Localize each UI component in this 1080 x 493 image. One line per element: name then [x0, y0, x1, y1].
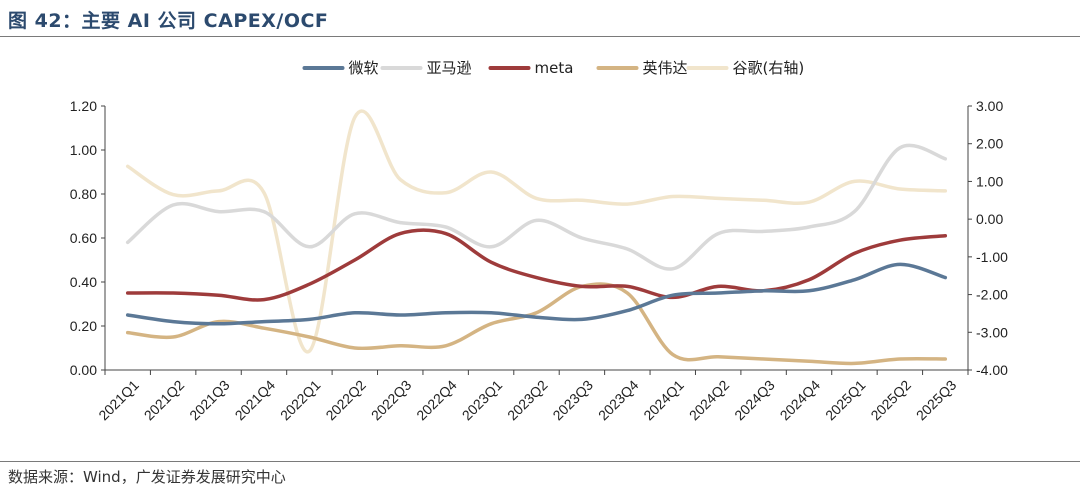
- y-right-tick-label: 2.00: [976, 136, 1003, 152]
- x-tick-label: 2023Q1: [459, 377, 506, 424]
- x-tick-label: 2021Q1: [95, 377, 142, 424]
- x-tick-label: 2024Q2: [686, 377, 733, 424]
- top-divider: [0, 36, 1080, 37]
- legend-label: 微软: [349, 59, 379, 77]
- y-right-tick-label: -2.00: [976, 287, 1008, 303]
- series-line-4: [125, 109, 948, 354]
- series-line-3: [125, 282, 948, 366]
- line-chart: 微软 亚马逊 meta 英伟达 谷歌(右轴) 0.00 0.20 0.40 0.60 0.80 1…: [70, 59, 1008, 424]
- legend-label: 谷歌(右轴): [733, 59, 805, 77]
- x-tick-label: 2022Q4: [413, 377, 460, 424]
- x-tick-label: 2025Q2: [867, 377, 914, 424]
- y-left-tick-label: 0.60: [70, 230, 97, 246]
- series-line-1: [125, 143, 948, 271]
- y-right-tick-label: 1.00: [976, 173, 1003, 189]
- x-tick-label: 2023Q3: [549, 377, 596, 424]
- x-tick-label: 2022Q1: [277, 377, 324, 424]
- y-right-tick-label: -1.00: [976, 249, 1008, 265]
- y-right-tick-label: 0.00: [976, 211, 1003, 227]
- legend: 微软 亚马逊 meta 英伟达 谷歌(右轴): [302, 59, 805, 77]
- y-left-tick-label: 0.80: [70, 186, 97, 202]
- y-right-tick-label: -3.00: [976, 324, 1008, 340]
- y-left-tick-label: 1.00: [70, 142, 97, 158]
- y-left-tick-label: 0.00: [70, 362, 97, 378]
- y-left-tick-label: 0.40: [70, 274, 97, 290]
- x-tick-label: 2024Q1: [640, 377, 687, 424]
- x-tick-label: 2025Q1: [822, 377, 869, 424]
- legend-label: 亚马逊: [427, 59, 472, 77]
- x-tick-label: 2024Q3: [731, 377, 778, 424]
- source-note: 数据来源：Wind，广发证券发展研究中心: [8, 468, 286, 486]
- x-tick-label: 2021Q2: [141, 377, 188, 424]
- y-right-tick-label: -4.00: [976, 362, 1008, 378]
- series-lines: [125, 109, 948, 366]
- y-left-tick-label: 1.20: [70, 98, 97, 114]
- x-tick-label: 2022Q2: [322, 377, 369, 424]
- figure-title: 图 42：主要 AI 公司 CAPEX/OCF: [8, 10, 329, 32]
- series-line-0: [125, 262, 948, 326]
- y-left-tick-label: 0.20: [70, 318, 97, 334]
- x-tick-label: 2022Q3: [368, 377, 415, 424]
- x-tick-label: 2024Q4: [777, 377, 824, 424]
- legend-label: meta: [535, 59, 574, 77]
- x-tick-label: 2025Q3: [913, 377, 960, 424]
- axes: 0.00 0.20 0.40 0.60 0.80 1.00 1.20 -4.00 -3.00 -2…: [70, 98, 1008, 378]
- x-tick-label: 2023Q4: [595, 377, 642, 424]
- x-tick-label: 2023Q2: [504, 377, 551, 424]
- legend-label: 英伟达: [643, 59, 688, 77]
- x-tick-label: 2021Q4: [232, 377, 279, 424]
- x-axis-ticks: 2021Q12021Q22021Q32021Q42022Q12022Q22022…: [95, 370, 969, 424]
- y-right-tick-label: 3.00: [976, 98, 1003, 114]
- bottom-divider: [0, 461, 1080, 462]
- series-line-2: [125, 228, 948, 302]
- x-tick-label: 2021Q3: [186, 377, 233, 424]
